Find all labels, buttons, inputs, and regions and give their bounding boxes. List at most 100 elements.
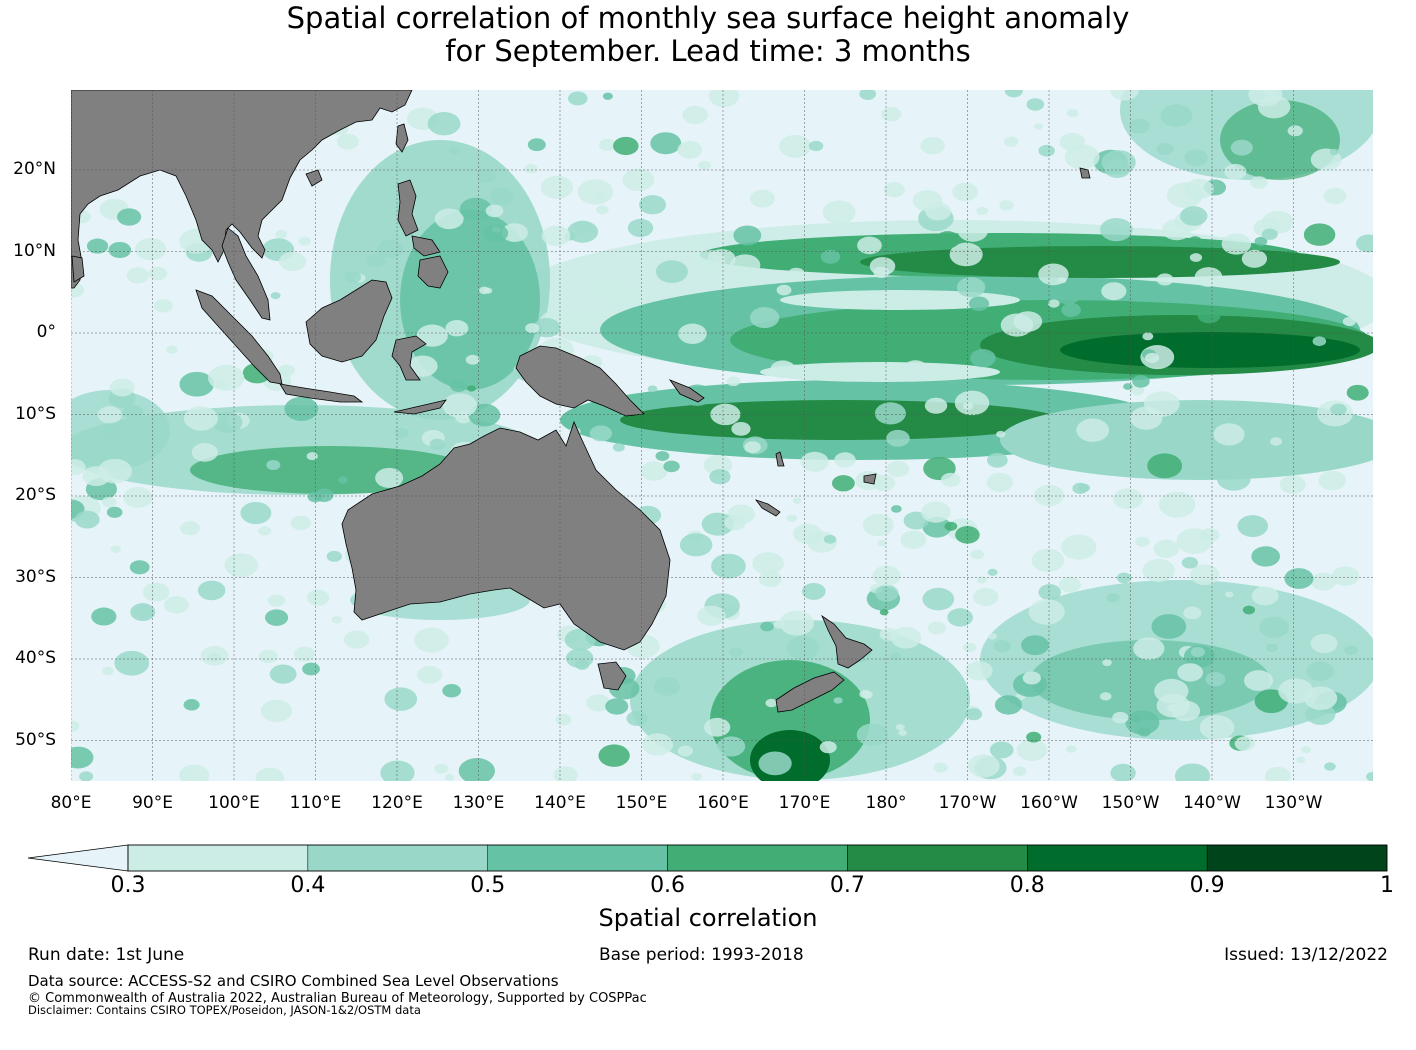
correlation-patch xyxy=(1225,591,1234,598)
correlation-patch xyxy=(956,277,986,298)
correlation-patch xyxy=(568,91,588,106)
correlation-patch xyxy=(922,516,952,538)
correlation-patch xyxy=(1248,90,1283,107)
correlation-patch xyxy=(933,762,948,773)
correlation-patch xyxy=(1184,149,1208,167)
vanuatu xyxy=(775,451,785,467)
correlation-patch xyxy=(1181,556,1199,569)
correlation-patch xyxy=(102,666,114,676)
correlation-patch xyxy=(952,182,979,202)
correlation-patch xyxy=(708,90,740,107)
correlation-patch xyxy=(890,626,922,649)
correlation-patch xyxy=(1176,528,1213,554)
correlation-patch xyxy=(920,137,945,155)
correlation-patch xyxy=(294,646,316,662)
correlation-patch xyxy=(872,474,896,491)
longitude-label: 160°W xyxy=(1020,793,1078,813)
correlation-patch xyxy=(793,523,822,545)
correlation-patch xyxy=(879,609,889,616)
correlation-patch xyxy=(856,723,889,747)
borneo xyxy=(305,279,393,363)
colorbar-under-triangle xyxy=(27,844,129,872)
correlation-patch xyxy=(1048,299,1060,308)
correlation-patch xyxy=(302,662,320,676)
correlation-patch xyxy=(758,751,792,776)
disclaimer: Disclaimer: Contains CSIRO TOPEX/Poseido… xyxy=(28,1003,421,1017)
timor xyxy=(393,399,447,415)
correlation-patch xyxy=(779,134,812,158)
latitude-label: 0° xyxy=(36,322,56,342)
correlation-patch xyxy=(1241,249,1268,268)
correlation-patch xyxy=(212,411,243,434)
correlation-patch xyxy=(525,323,540,334)
correlation-patch xyxy=(921,501,951,523)
correlation-patch xyxy=(74,510,100,529)
correlation-patch xyxy=(407,355,438,377)
correlation-patch xyxy=(823,534,837,544)
chart-title: Spatial correlation of monthly sea surfa… xyxy=(0,2,1416,68)
landmasses xyxy=(71,90,1091,713)
correlation-patch xyxy=(269,664,297,684)
correlation-patch xyxy=(891,505,902,513)
longitude-label: 130°E xyxy=(452,793,505,813)
correlation-patch xyxy=(1221,233,1252,255)
longitude-label: 170°W xyxy=(938,793,997,813)
correlation-patch xyxy=(877,539,887,547)
correlation-patch xyxy=(279,251,307,272)
hainan xyxy=(305,169,323,187)
correlation-patch xyxy=(377,239,404,259)
correlation-patch xyxy=(258,526,272,536)
longitude-label: 130°W xyxy=(1264,793,1323,813)
correlation-patch xyxy=(1342,316,1356,327)
correlation-patch xyxy=(1184,178,1214,200)
correlation-patch xyxy=(787,267,806,281)
correlation-patch xyxy=(599,138,616,151)
correlation-patch xyxy=(773,620,785,629)
correlation-patch xyxy=(641,733,674,756)
correlation-patch xyxy=(711,553,746,579)
correlation-patch xyxy=(326,550,342,562)
correlation-patch xyxy=(760,621,774,632)
correlation-patch xyxy=(962,642,977,653)
correlation-patch xyxy=(417,665,443,684)
correlation-patch xyxy=(1022,671,1041,685)
correlation-patch xyxy=(130,603,156,621)
correlation-patch xyxy=(639,195,667,215)
correlation-patch xyxy=(1230,139,1253,156)
longitude-label: 100°E xyxy=(208,793,260,813)
correlation-patch xyxy=(1154,678,1189,704)
correlation-patch xyxy=(533,318,561,338)
correlation-patch xyxy=(1038,584,1062,601)
correlation-patch xyxy=(650,132,682,155)
correlation-patch xyxy=(122,404,144,420)
new-caledonia xyxy=(754,499,781,517)
correlation-patch xyxy=(944,521,958,531)
correlation-patch xyxy=(1132,375,1150,388)
correlation-patch xyxy=(1261,228,1278,240)
correlation-patch xyxy=(1028,598,1065,625)
correlation-patch xyxy=(1104,159,1131,178)
correlation-patch xyxy=(596,283,617,298)
correlation-patch xyxy=(697,605,726,626)
correlation-patch xyxy=(962,402,974,410)
correlation-patch xyxy=(413,627,449,653)
correlation-patch xyxy=(123,486,153,508)
correlation-patch xyxy=(1143,391,1180,417)
correlation-patch xyxy=(1110,90,1140,101)
correlation-patch xyxy=(733,225,762,246)
data-source: Data source: ACCESS-S2 and CSIRO Combine… xyxy=(28,972,559,990)
correlation-patch xyxy=(200,645,229,666)
correlation-patch xyxy=(786,636,820,660)
correlation-patch xyxy=(1016,739,1048,761)
correlation-patch xyxy=(989,741,1014,759)
title-line-2: for September. Lead time: 3 months xyxy=(445,34,971,68)
longitude-label: 140°E xyxy=(534,793,586,813)
correlation-patch xyxy=(166,345,178,354)
sulawesi xyxy=(391,335,427,381)
correlation-patch xyxy=(375,467,404,488)
latitude-label: 50°S xyxy=(15,729,56,750)
correlation-patch xyxy=(384,687,418,711)
correlation-patch xyxy=(1189,253,1203,262)
correlation-patch xyxy=(1166,704,1178,712)
